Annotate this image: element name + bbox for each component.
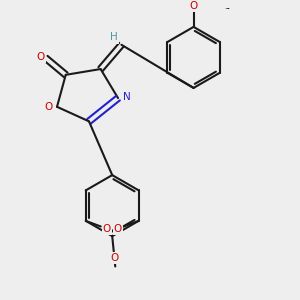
Text: O: O [114,224,122,234]
Text: H: H [110,32,118,43]
Text: O: O [36,52,44,61]
Text: N: N [123,92,130,102]
Text: O: O [110,254,118,263]
Text: O: O [103,224,111,234]
Text: O: O [45,102,53,112]
Text: O: O [190,1,198,11]
